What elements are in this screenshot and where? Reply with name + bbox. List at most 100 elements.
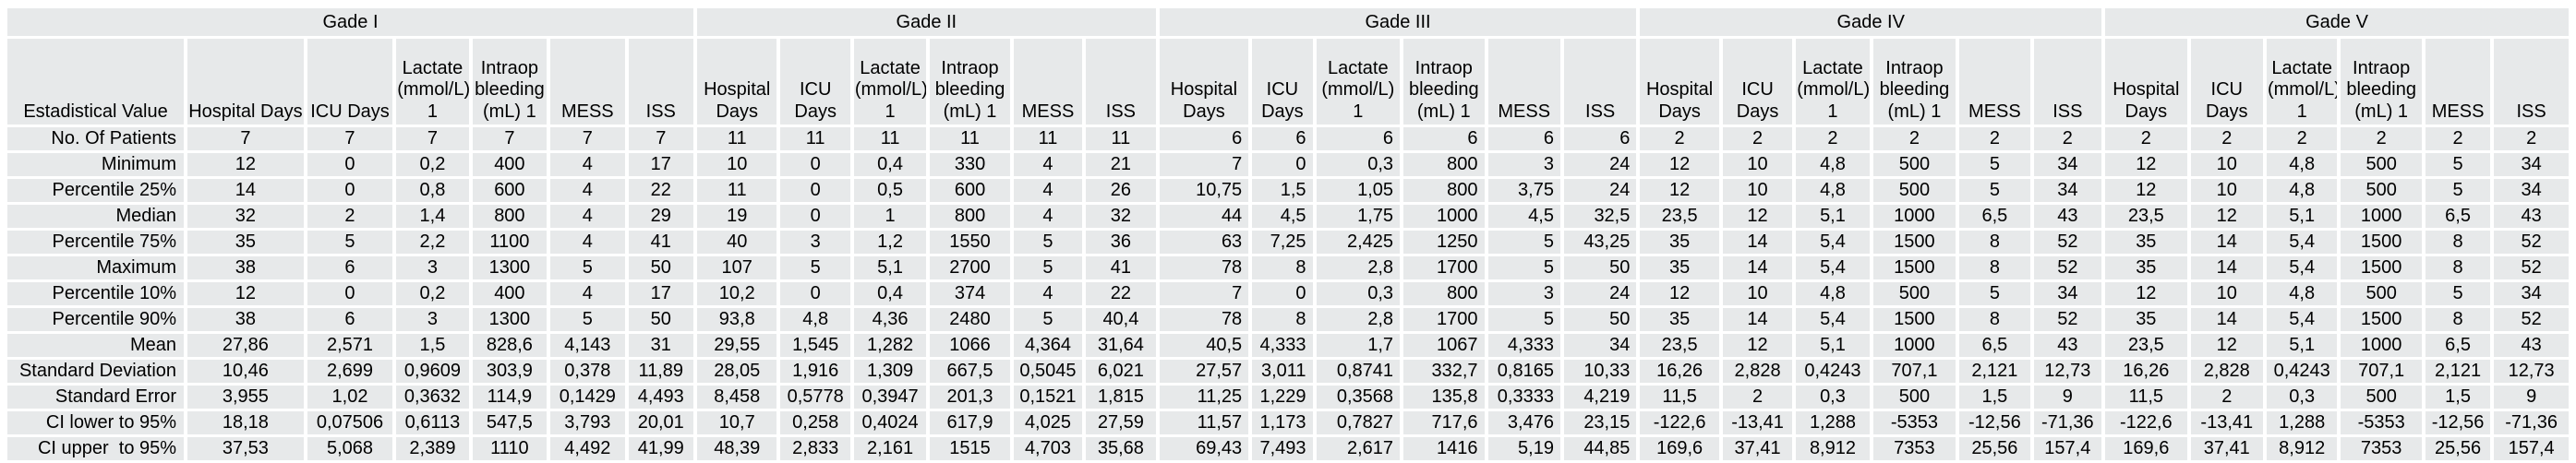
cell: 29 [628, 205, 693, 228]
cell: 11,57 [1159, 411, 1249, 434]
cell: 374 [930, 282, 1010, 305]
cell: 5 [1959, 153, 2030, 176]
cell: 8,458 [697, 386, 777, 409]
column-header-gade-v-lactate: Lactate (mmol/L) 1 [2266, 39, 2338, 125]
cell: 12 [2190, 205, 2263, 228]
cell: 1500 [2341, 231, 2422, 254]
cell: 4,143 [550, 334, 625, 357]
cell: 2 [1872, 127, 1956, 150]
column-header-gade-iv-iss: ISS [2033, 39, 2102, 125]
cell: 500 [1872, 386, 1956, 409]
cell: 10 [1722, 282, 1793, 305]
cell: 23,5 [2105, 334, 2187, 357]
cell: 157,4 [2033, 437, 2102, 460]
cell: 2 [2105, 127, 2187, 150]
column-header-gade-iv-lactate: Lactate (mmol/L) 1 [1796, 39, 1870, 125]
cell: 6,5 [1959, 334, 2030, 357]
cell: 8,912 [1796, 437, 1870, 460]
cell: 8 [1959, 231, 2030, 254]
cell: 547,5 [472, 411, 548, 434]
cell: 31 [628, 334, 693, 357]
cell: 10,46 [187, 360, 304, 383]
cell: 0,3 [1796, 386, 1870, 409]
cell: 8,912 [2266, 437, 2338, 460]
cell: 63 [1159, 231, 1249, 254]
cell: 1700 [1403, 256, 1485, 279]
cell: 10 [2190, 179, 2263, 202]
cell: 11,25 [1159, 386, 1249, 409]
cell: -71,36 [2033, 411, 2102, 434]
cell: 17 [628, 282, 693, 305]
cell: 6 [307, 256, 393, 279]
cell: 5 [2425, 179, 2491, 202]
cell: 4,8 [1796, 153, 1870, 176]
cell: 1,4 [396, 205, 469, 228]
cell: 37,41 [1722, 437, 1793, 460]
table-row: CI upper to 95% 37,53 5,068 2,389 1110 4,492 4… [7, 437, 2569, 460]
cell: 35 [187, 231, 304, 254]
cell: 1,282 [853, 334, 927, 357]
cell: 9 [2033, 386, 2102, 409]
cell: 35,68 [1086, 437, 1156, 460]
cell: 0,9609 [396, 360, 469, 383]
cell: 0,4 [853, 153, 927, 176]
cell: 3 [1487, 153, 1560, 176]
cell: 5,068 [307, 437, 393, 460]
cell: 3,476 [1487, 411, 1560, 434]
cell: 5,4 [2266, 256, 2338, 279]
column-header-gade-iii-mess: MESS [1487, 39, 1560, 125]
cell: 52 [2033, 256, 2102, 279]
cell: -5353 [2341, 411, 2422, 434]
cell: 4,36 [853, 308, 927, 331]
column-header-gade-i-hospital-days: Hospital Days [187, 39, 304, 125]
cell: 500 [1872, 179, 1956, 202]
cell: 0,2 [396, 153, 469, 176]
cell: 11,5 [1640, 386, 1719, 409]
cell: 10 [2190, 282, 2263, 305]
cell: 23,5 [2105, 205, 2187, 228]
cell: 14 [2190, 231, 2263, 254]
cell: 7353 [1872, 437, 1956, 460]
cell: 12 [1640, 179, 1719, 202]
cell: 800 [1403, 179, 1485, 202]
cell: 0 [780, 205, 850, 228]
cell: 3,793 [550, 411, 625, 434]
cell: 2,2 [396, 231, 469, 254]
cell: 1550 [930, 231, 1010, 254]
cell: 1,05 [1316, 179, 1401, 202]
cell: 600 [472, 179, 548, 202]
cell: 37,41 [2190, 437, 2263, 460]
cell: 4,703 [1013, 437, 1083, 460]
cell: 0,3568 [1316, 386, 1401, 409]
cell: 303,9 [472, 360, 548, 383]
cell: 24 [1563, 153, 1637, 176]
cell: 6,5 [2425, 334, 2491, 357]
row-label: No. Of Patients [7, 127, 185, 150]
cell: 37,53 [187, 437, 304, 460]
cell: 27,57 [1159, 360, 1249, 383]
cell: 2,833 [780, 437, 850, 460]
cell: 0 [307, 282, 393, 305]
cell: 6 [307, 308, 393, 331]
table-row: Mean 27,86 2,571 1,5 828,6 4,143 31 29,55 1,545 1… [7, 334, 2569, 357]
cell: 10,2 [697, 282, 777, 305]
cell: 12 [2105, 153, 2187, 176]
cell: 5 [550, 256, 625, 279]
cell: 1,173 [1252, 411, 1313, 434]
cell: 4 [1013, 153, 1083, 176]
cell: 10,33 [1563, 360, 1637, 383]
cell: 0,4243 [1796, 360, 1870, 383]
cell: 7 [628, 127, 693, 150]
cell: 2 [1959, 127, 2030, 150]
cell: 35 [2105, 256, 2187, 279]
cell: 2,828 [1722, 360, 1793, 383]
cell: 11 [697, 127, 777, 150]
cell: 5,4 [2266, 308, 2338, 331]
cell: 7 [1159, 153, 1249, 176]
cell: 11 [1013, 127, 1083, 150]
cell: 4,5 [1487, 205, 1560, 228]
cell: 44,85 [1563, 437, 1637, 460]
cell: 201,3 [930, 386, 1010, 409]
cell: 10 [697, 153, 777, 176]
row-label: Maximum [7, 256, 185, 279]
